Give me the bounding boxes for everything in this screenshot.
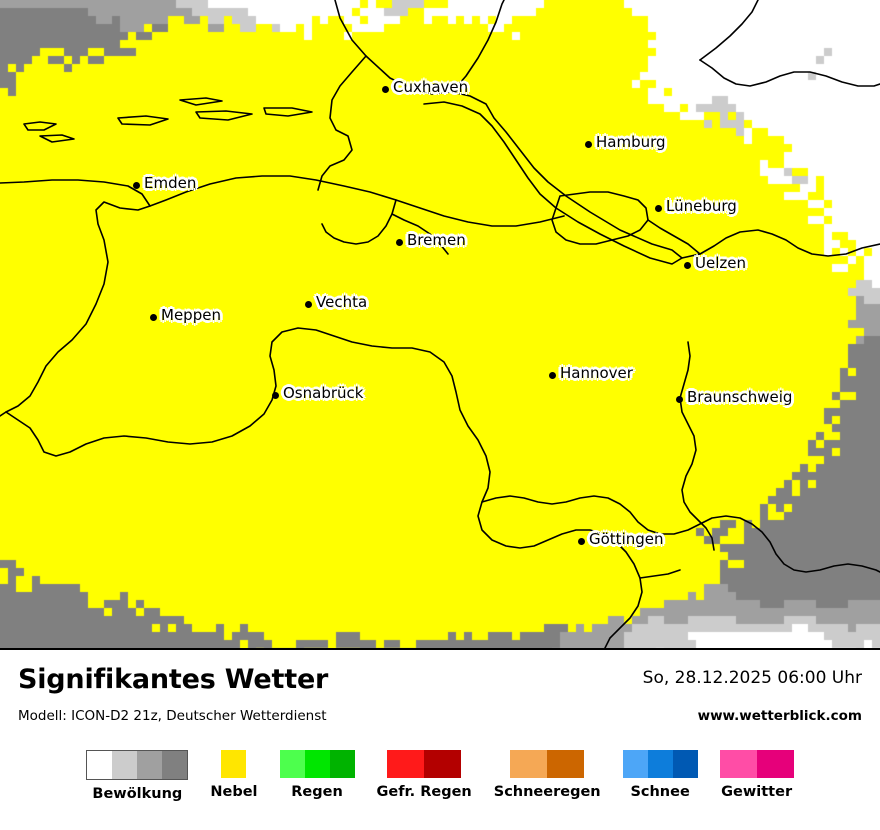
legend-swatch (387, 750, 425, 778)
legend-swatch (221, 750, 247, 778)
legend-swatch-group (622, 750, 698, 778)
legend-item: Regen (279, 750, 355, 800)
legend-swatch (329, 750, 355, 778)
page-title: Signifikantes Wetter (18, 664, 329, 695)
legend-swatch-group (279, 750, 355, 778)
legend-item: Nebel (210, 750, 258, 800)
legend-swatch (510, 750, 548, 778)
map-borders-layer (0, 0, 880, 650)
legend-swatch (162, 751, 188, 779)
city-dot-icon (684, 262, 691, 269)
legend-swatch (112, 751, 138, 779)
legend: Bewölkung Nebel Regen Gefr. Regen Schneerege… (0, 750, 880, 820)
city-dot-icon (585, 141, 592, 148)
legend-label: Schnee (630, 784, 690, 800)
city-dot-icon (305, 301, 312, 308)
model-subtitle: Modell: ICON-D2 21z, Deutscher Wetterdie… (18, 708, 327, 724)
city-dot-icon (150, 314, 157, 321)
city-dot-icon (272, 392, 279, 399)
city-dot-icon (655, 205, 662, 212)
legend-item: Gefr. Regen (377, 750, 472, 800)
weather-raster-layer (0, 0, 880, 650)
legend-swatch (304, 750, 330, 778)
legend-label: Regen (291, 784, 343, 800)
legend-swatch (279, 750, 305, 778)
city-label: Vechta (316, 293, 368, 311)
city-label: Osnabrück (283, 384, 364, 402)
footer-panel: Signifikantes Wetter So, 28.12.2025 06:0… (0, 650, 880, 830)
legend-swatch (547, 750, 585, 778)
city-label: Meppen (161, 306, 221, 324)
city-label: Hannover (560, 364, 633, 382)
city-dot-icon (133, 182, 140, 189)
legend-swatch (137, 751, 163, 779)
legend-item: Bewölkung (86, 750, 189, 802)
legend-item: Schneeregen (494, 750, 601, 800)
forecast-datetime: So, 28.12.2025 06:00 Uhr (642, 668, 862, 688)
legend-swatch (672, 750, 698, 778)
city-label: Hamburg (596, 133, 666, 151)
city-dot-icon (676, 396, 683, 403)
legend-label: Schneeregen (493, 784, 601, 800)
legend-swatch (424, 750, 462, 778)
title-row: Signifikantes Wetter So, 28.12.2025 06:0… (0, 664, 880, 704)
legend-swatch-group (86, 750, 189, 780)
city-dot-icon (578, 538, 585, 545)
city-label: Göttingen (589, 530, 664, 548)
website-url: www.wetterblick.com (697, 708, 862, 724)
city-label: Emden (144, 174, 197, 192)
legend-swatch-group (719, 750, 794, 778)
legend-label: Gewitter (721, 784, 793, 800)
legend-swatch-group (221, 750, 247, 778)
city-dot-icon (382, 86, 389, 93)
legend-swatch (87, 751, 113, 779)
weather-map[interactable]: Cuxhaven Hamburg Emden Lüneburg Bremen Uelzen… (0, 0, 880, 650)
legend-label: Nebel (210, 784, 258, 800)
legend-swatch-group (387, 750, 462, 778)
legend-swatch (719, 750, 757, 778)
city-label: Cuxhaven (393, 78, 469, 96)
legend-item: Gewitter (719, 750, 794, 800)
legend-item: Schnee (622, 750, 698, 800)
city-label: Bremen (407, 231, 466, 249)
legend-label: Bewölkung (92, 786, 183, 802)
city-markers-layer: Cuxhaven Hamburg Emden Lüneburg Bremen Uelzen… (133, 78, 793, 548)
legend-swatch (756, 750, 794, 778)
legend-label: Gefr. Regen (376, 784, 472, 800)
legend-swatch-group (510, 750, 585, 778)
city-dot-icon (396, 239, 403, 246)
legend-swatch (647, 750, 673, 778)
city-label: Lüneburg (666, 197, 737, 215)
city-dot-icon (549, 372, 556, 379)
city-label: Uelzen (695, 254, 746, 272)
city-label: Braunschweig (687, 388, 793, 406)
legend-swatch (622, 750, 648, 778)
